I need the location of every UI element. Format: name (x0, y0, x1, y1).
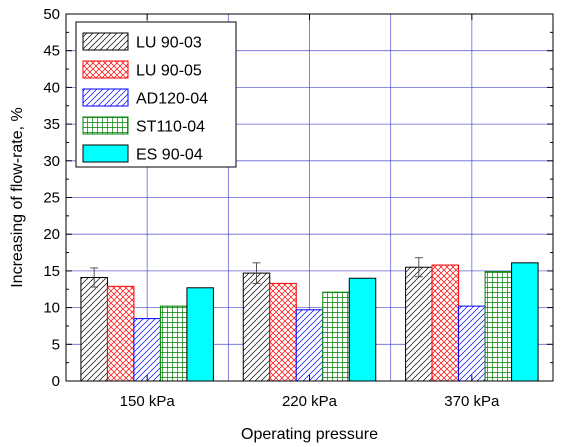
legend-swatch (82, 116, 129, 135)
y-tick-label: 20 (43, 226, 60, 243)
bar (458, 305, 486, 382)
bar (405, 266, 433, 382)
bar (295, 309, 324, 382)
legend-swatch (82, 32, 129, 51)
bar (484, 271, 513, 382)
bar (348, 277, 377, 382)
y-tick-label: 25 (43, 190, 60, 207)
bar (106, 285, 135, 382)
legend-label: ST110-04 (136, 119, 205, 136)
legend-label: LU 90-03 (136, 35, 202, 52)
axis-ticks: 0 5 10 15 20 25 30 35 40 45 50 150 kPa 220 kPa 370 kP… (43, 6, 553, 410)
legend-label: ES 90-04 (136, 147, 203, 164)
bar (511, 262, 539, 382)
y-tick-label: 40 (43, 79, 60, 96)
x-tick-label: 220 kPa (282, 393, 338, 410)
y-tick-label: 30 (43, 153, 60, 170)
y-tick-label: 50 (43, 6, 60, 23)
bar (80, 277, 108, 382)
x-tick-label: 370 kPa (444, 393, 500, 410)
y-tick-label: 15 (43, 263, 60, 280)
legend-swatch (82, 88, 129, 107)
x-axis-title: Operating pressure (241, 426, 378, 443)
bar (269, 282, 297, 382)
y-tick-label: 10 (43, 300, 60, 317)
legend-label: LU 90-05 (136, 63, 202, 80)
error-bars (90, 257, 423, 288)
bar (242, 272, 271, 382)
bar (133, 318, 161, 382)
y-tick-label: 5 (52, 336, 60, 353)
y-tick-label: 0 (52, 373, 60, 390)
bar (322, 291, 350, 382)
bar (186, 287, 214, 382)
bars (80, 262, 539, 382)
y-tick-label: 45 (43, 43, 60, 60)
bar (431, 264, 460, 382)
legend-swatch (82, 60, 129, 79)
y-axis-title: Increasing of flow-rate, % (9, 107, 26, 288)
legend-swatch (82, 144, 129, 163)
x-tick-label: 150 kPa (120, 393, 176, 410)
legend: LU 90-03 LU 90-05 AD120-04 ST110-04 ES 90-04 (75, 21, 237, 168)
legend-label: AD120-04 (136, 91, 208, 108)
bar (159, 305, 188, 382)
y-tick-label: 35 (43, 116, 60, 133)
